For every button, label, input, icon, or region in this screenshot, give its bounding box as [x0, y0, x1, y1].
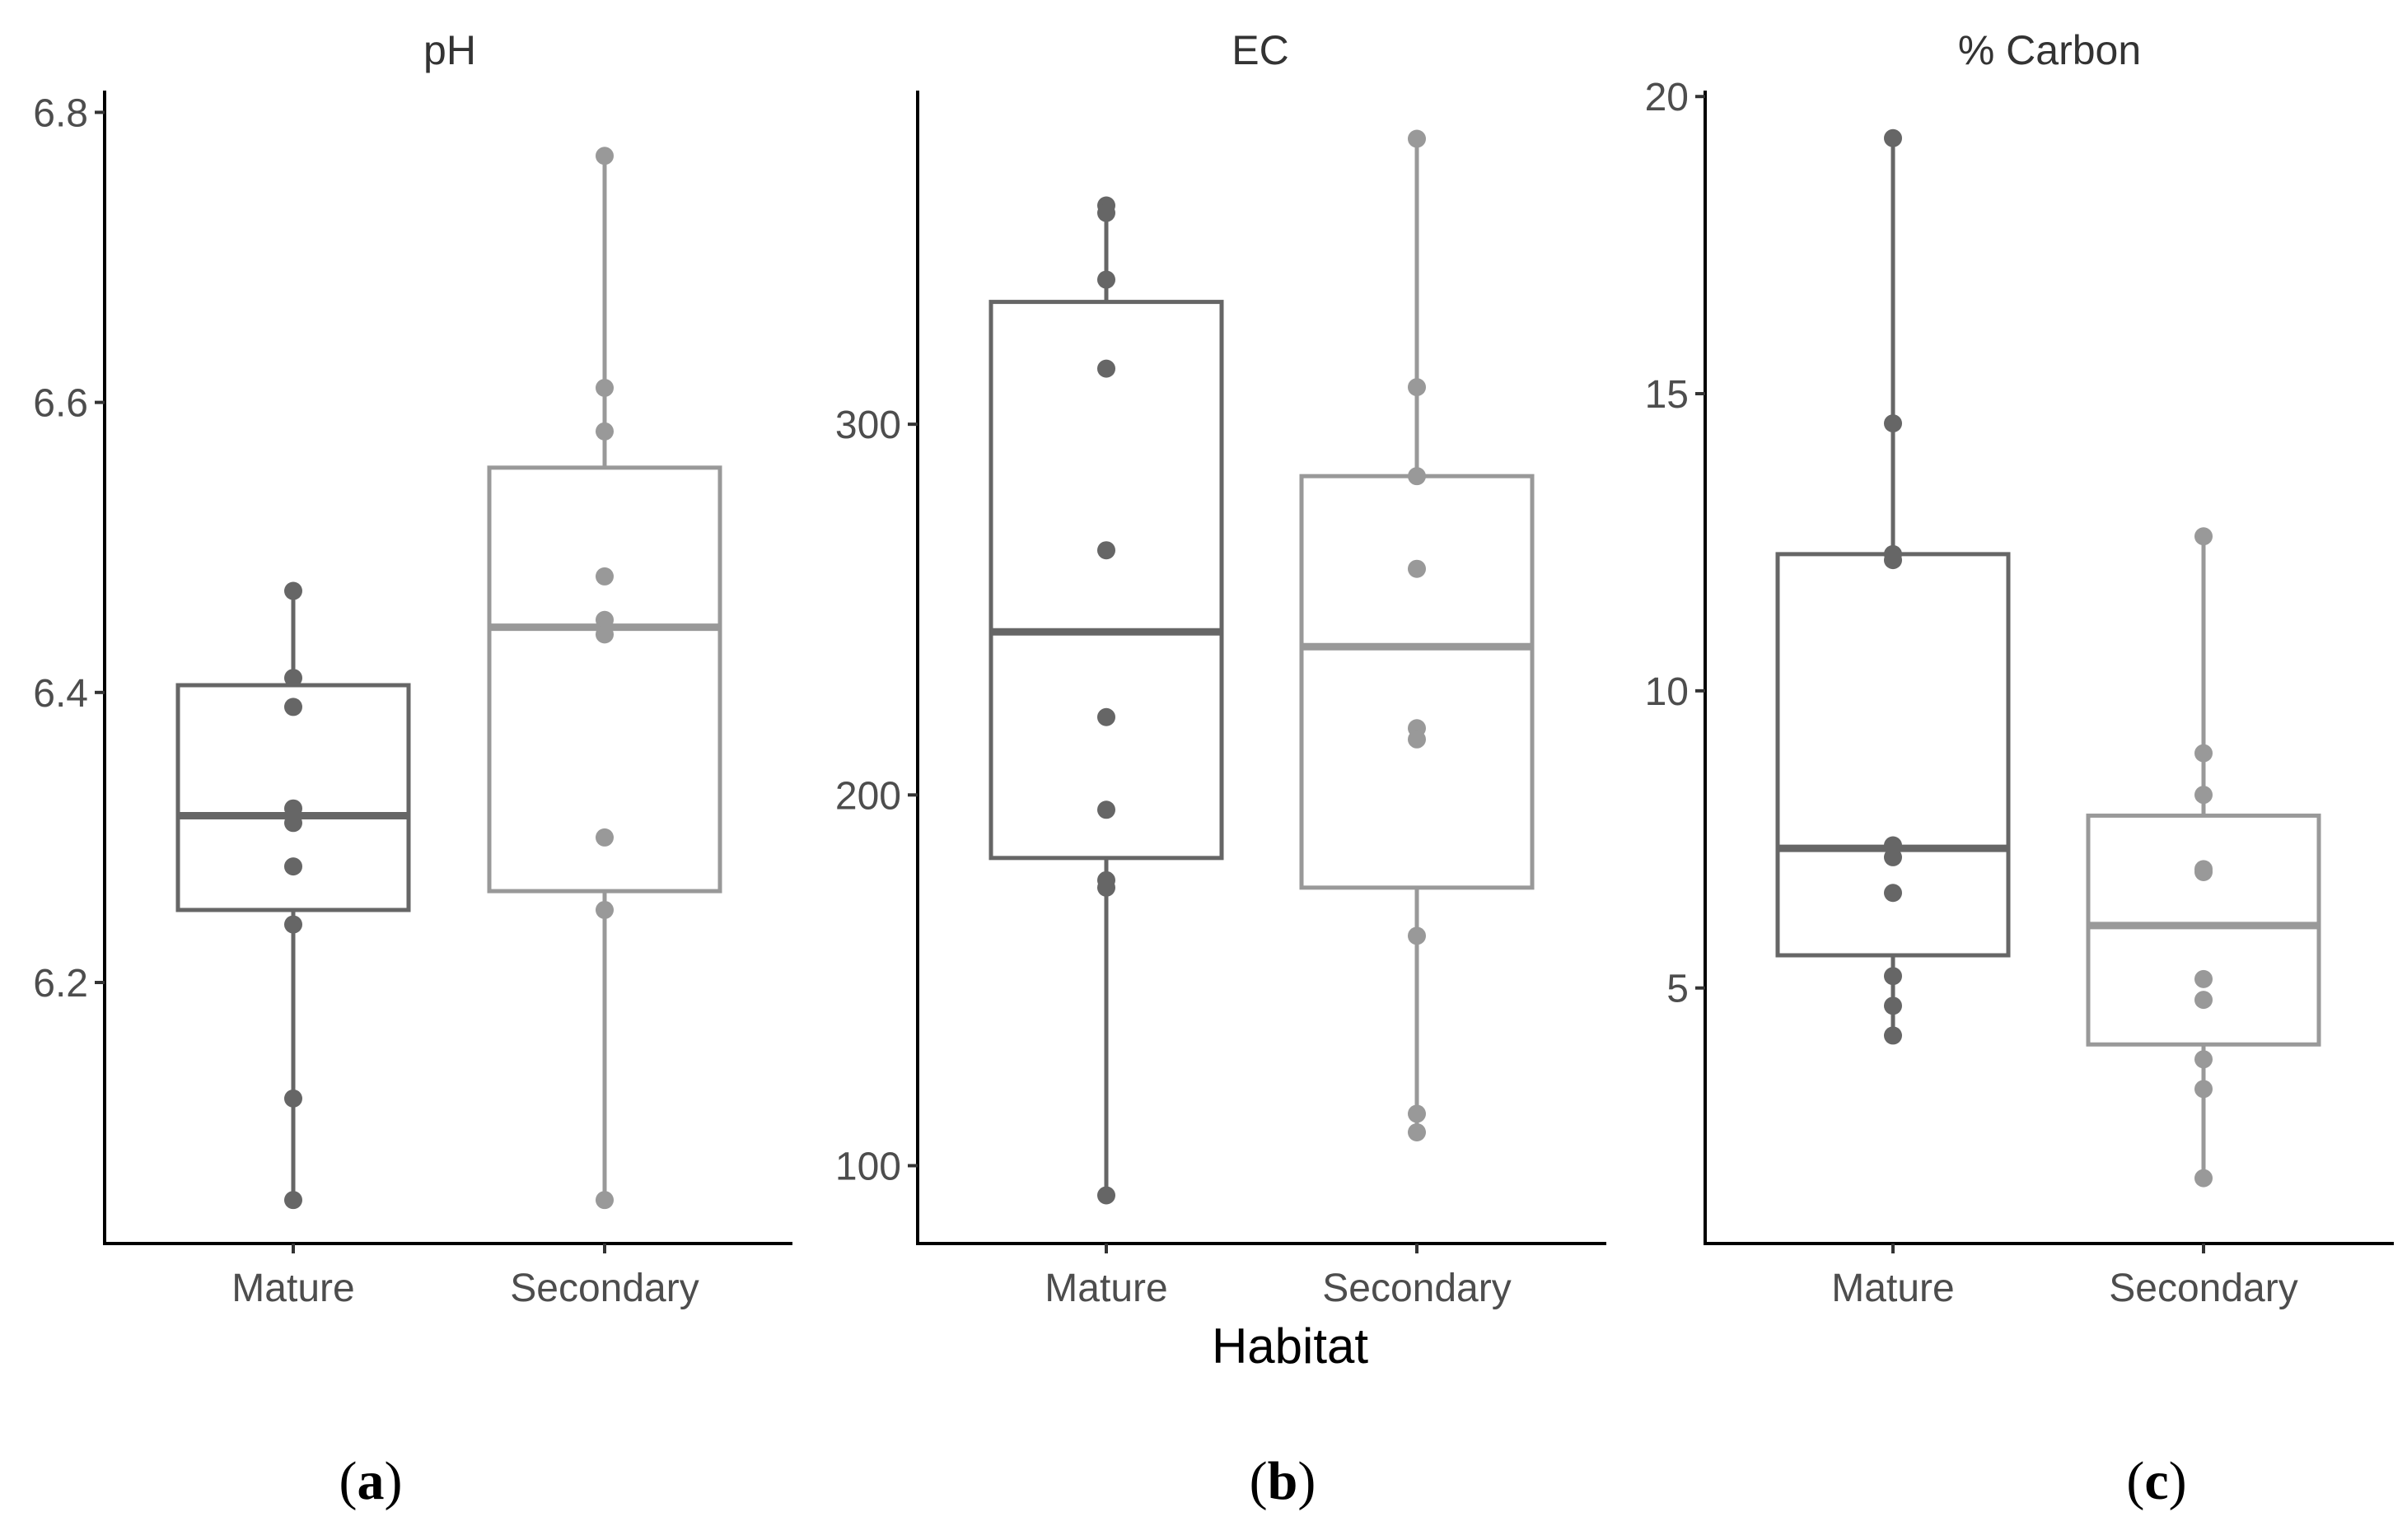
data-point: [1097, 1186, 1115, 1205]
data-point: [1884, 847, 1902, 866]
data-point: [596, 147, 614, 166]
data-point: [1884, 884, 1902, 903]
y-tick-label: 300: [835, 404, 901, 447]
data-point: [2194, 1050, 2213, 1069]
box-mature: [989, 196, 1224, 1205]
panel-title: % Carbon: [1958, 27, 2141, 73]
box-mature: [1775, 128, 2011, 1045]
data-point: [1884, 1026, 1902, 1045]
data-point: [1097, 878, 1115, 897]
x-axis-title: Habitat: [1212, 1318, 1368, 1374]
data-point: [1408, 1122, 1426, 1141]
data-point: [1097, 270, 1115, 289]
panel-a: pH 6.2 6.4 6.6 6.8 Mature Secondary (a): [33, 27, 792, 1511]
data-point: [284, 669, 302, 688]
data-point: [596, 610, 614, 629]
panel-c: % Carbon 5 10 15 20 Mature Secondary (c): [1645, 27, 2394, 1511]
y-tick-label: 10: [1645, 670, 1689, 714]
x-tick-label: Secondary: [510, 1267, 699, 1310]
panel-letter: (a): [339, 1451, 403, 1511]
data-point: [596, 379, 614, 398]
data-point: [2194, 862, 2213, 881]
data-point: [596, 900, 614, 919]
data-point: [1408, 467, 1426, 486]
x-tick-label: Mature: [1831, 1267, 1954, 1310]
data-point: [1408, 559, 1426, 578]
y-tick-label: 15: [1645, 373, 1689, 417]
iqr-box: [989, 300, 1224, 861]
y-tick-label: 5: [1666, 968, 1689, 1011]
data-point: [596, 567, 614, 586]
data-point: [1408, 378, 1426, 397]
data-point: [284, 581, 302, 600]
panel-letter: (c): [2126, 1451, 2186, 1511]
x-tick-label: Mature: [231, 1267, 354, 1310]
y-tick-label: 6.2: [33, 962, 88, 1006]
data-point: [1408, 129, 1426, 148]
panel-title: pH: [423, 27, 476, 73]
iqr-box: [1299, 474, 1535, 890]
data-point: [1097, 203, 1115, 222]
data-point: [2194, 527, 2213, 546]
y-tick-label: 20: [1645, 76, 1689, 119]
y-tick-label: 6.8: [33, 91, 88, 135]
box-secondary: [2086, 527, 2321, 1188]
data-point: [2194, 744, 2213, 763]
data-point: [1408, 926, 1426, 945]
box-secondary: [487, 147, 722, 1210]
x-tick-label: Secondary: [2109, 1267, 2297, 1310]
data-point: [596, 625, 614, 644]
data-point: [284, 915, 302, 934]
data-point: [2194, 991, 2213, 1010]
data-point: [1097, 800, 1115, 819]
y-tick-label: 200: [835, 774, 901, 818]
data-point: [596, 1191, 614, 1210]
data-point: [2194, 1169, 2213, 1188]
data-point: [1884, 996, 1902, 1015]
data-point: [284, 799, 302, 818]
data-point: [596, 828, 614, 847]
data-point: [1408, 1104, 1426, 1123]
data-point: [1097, 707, 1115, 726]
data-point: [284, 1191, 302, 1210]
x-tick-label: Mature: [1045, 1267, 1167, 1310]
data-point: [1884, 967, 1902, 986]
data-point: [284, 1089, 302, 1108]
data-point: [2194, 786, 2213, 805]
y-tick-label: 100: [835, 1145, 901, 1188]
panel-b: EC 100 200 300 Mature Secondary (b): [835, 27, 1606, 1511]
iqr-box: [175, 683, 411, 912]
data-point: [1884, 128, 1902, 147]
box-secondary: [1299, 129, 1535, 1141]
data-point: [1097, 541, 1115, 560]
data-point: [1884, 414, 1902, 433]
y-tick-label: 6.6: [33, 382, 88, 426]
data-point: [1408, 730, 1426, 749]
data-point: [2194, 1080, 2213, 1099]
data-point: [1884, 551, 1902, 570]
data-point: [2194, 969, 2213, 988]
iqr-box: [487, 465, 722, 894]
y-tick-label: 6.4: [33, 672, 88, 716]
data-point: [284, 814, 302, 833]
data-point: [284, 857, 302, 876]
panel-title: EC: [1232, 27, 1288, 73]
x-tick-label: Secondary: [1322, 1267, 1511, 1310]
iqr-box: [2086, 813, 2321, 1047]
data-point: [596, 422, 614, 441]
data-point: [1097, 359, 1115, 378]
panel-letter: (b): [1250, 1451, 1316, 1511]
data-point: [284, 698, 302, 716]
box-mature: [175, 581, 411, 1210]
